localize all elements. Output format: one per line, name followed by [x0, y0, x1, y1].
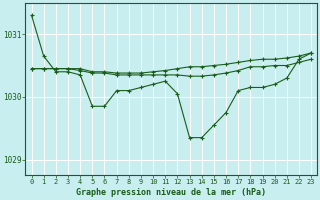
X-axis label: Graphe pression niveau de la mer (hPa): Graphe pression niveau de la mer (hPa) [76, 188, 266, 197]
